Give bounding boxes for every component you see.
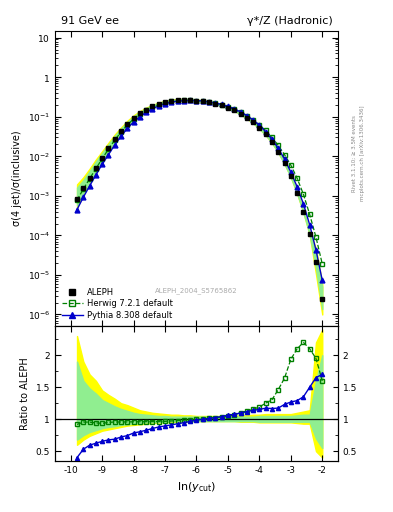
Text: ALEPH_2004_S5765862: ALEPH_2004_S5765862 [155,288,238,294]
Y-axis label: σ(4 jet)/σ(inclusive): σ(4 jet)/σ(inclusive) [12,131,22,226]
Legend: ALEPH, Herwig 7.2.1 default, Pythia 8.308 default: ALEPH, Herwig 7.2.1 default, Pythia 8.30… [59,285,175,322]
Text: mcplots.cern.ch [arXiv:1306.3436]: mcplots.cern.ch [arXiv:1306.3436] [360,106,365,201]
Text: γ*/Z (Hadronic): γ*/Z (Hadronic) [246,16,332,26]
Y-axis label: Ratio to ALEPH: Ratio to ALEPH [20,357,30,430]
Text: 91 GeV ee: 91 GeV ee [61,16,119,26]
Text: Rivet 3.1.10; ≥ 3.5M events: Rivet 3.1.10; ≥ 3.5M events [352,115,357,192]
X-axis label: $\mathrm{ln}(y_\mathrm{cut})$: $\mathrm{ln}(y_\mathrm{cut})$ [177,480,216,494]
